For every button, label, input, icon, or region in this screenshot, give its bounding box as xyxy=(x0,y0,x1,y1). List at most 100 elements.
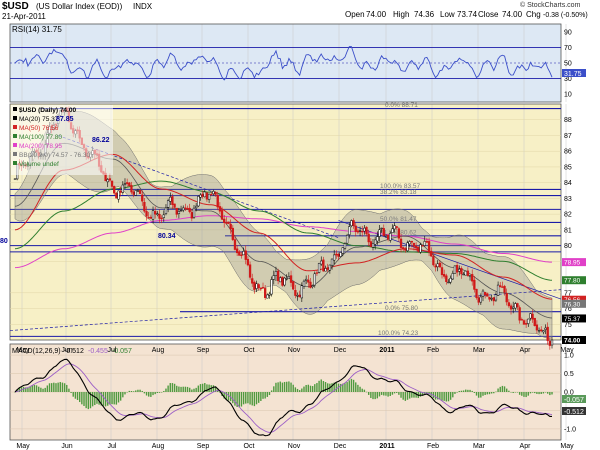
macd-hist-bar xyxy=(160,392,163,393)
candle-body xyxy=(453,265,457,274)
macd-hist-bar xyxy=(249,392,251,405)
fib-level-label: 0.0% 88.71 xyxy=(385,102,418,109)
macd-hist-bar xyxy=(339,383,342,392)
month-label: Dec xyxy=(334,443,347,450)
macd-hist-bar xyxy=(536,392,538,394)
macd-hist-bar xyxy=(264,392,266,399)
price-tick: 77 xyxy=(564,290,572,297)
rsi-tick: 90 xyxy=(564,29,572,36)
candle-body xyxy=(156,213,159,215)
candle-body xyxy=(212,191,215,195)
macd-hist-bar xyxy=(257,392,260,403)
candle-body xyxy=(227,221,230,224)
candle-body xyxy=(529,313,532,319)
price-tag: 74.00 xyxy=(564,338,581,345)
macd-hist-bar xyxy=(333,382,335,392)
macd-hist-bar xyxy=(320,379,322,392)
candle-body xyxy=(238,251,241,256)
macd-hist-bar xyxy=(454,392,456,394)
candle-body xyxy=(520,319,523,321)
candle-body xyxy=(242,251,245,256)
macd-hist-bar xyxy=(495,391,497,393)
macd-line-tag-bg xyxy=(562,407,586,415)
macd-hist-bar xyxy=(398,392,400,395)
candle-body xyxy=(272,275,275,280)
macd-hist-bar xyxy=(480,392,482,398)
candle-body xyxy=(110,180,114,187)
legend-entry: MA(200) 78.95 xyxy=(19,143,62,150)
macd-hist-bar xyxy=(512,392,514,394)
macd-hist-bar xyxy=(48,383,51,392)
candle-body xyxy=(182,207,185,211)
macd-hist-bar xyxy=(551,392,553,395)
legend-swatch xyxy=(13,161,17,165)
fib-level-label: 38.2% 83.18 xyxy=(380,189,417,196)
candle-body xyxy=(134,190,137,196)
macd-hist-bar xyxy=(126,392,128,393)
macd-hist-bar xyxy=(521,392,523,396)
macd-hist-bar xyxy=(292,384,294,392)
fib-level-label: 100.0% 74.23 xyxy=(378,330,419,337)
macd-hist-bar xyxy=(132,391,135,392)
legend-swatch xyxy=(13,143,17,147)
candle-body xyxy=(432,256,435,266)
annotation-high: 87.85 xyxy=(56,116,74,123)
legend-entry: MA(50) 76.56 xyxy=(19,125,59,132)
macd-hist-bar xyxy=(348,380,350,392)
month-label: Sep xyxy=(197,443,210,450)
macd-hist-bar xyxy=(324,382,327,392)
month-label: Dec xyxy=(334,347,347,354)
candle-body xyxy=(304,278,308,281)
macd-hist-bar xyxy=(191,389,193,392)
candle-body xyxy=(235,248,239,254)
macd-hist-bar xyxy=(143,392,146,394)
macd-hist-bar xyxy=(260,392,262,401)
header-low-label: Low xyxy=(440,10,455,19)
candle-body xyxy=(210,194,213,196)
candle-body xyxy=(509,305,513,310)
macd-hist-bar xyxy=(141,390,143,392)
candle-body xyxy=(436,263,439,268)
candle-body xyxy=(309,281,312,288)
macd-hist-bar xyxy=(477,392,480,398)
candle-body xyxy=(218,206,222,212)
candle-body xyxy=(479,296,482,303)
price-tag-bg xyxy=(562,314,586,323)
macd-hist-bar xyxy=(316,383,318,392)
macd-hist-bar xyxy=(497,388,499,392)
candle-body xyxy=(138,190,142,194)
candle-body xyxy=(369,241,372,248)
candle-body xyxy=(481,290,485,297)
macd-hist-bar xyxy=(434,392,437,400)
macd-hist-bar xyxy=(117,392,120,403)
macd-hist-bar xyxy=(439,392,441,400)
candle-body xyxy=(462,273,465,276)
macd-hist-bar xyxy=(531,392,534,393)
candle-body xyxy=(326,268,329,270)
candle-body xyxy=(460,268,463,275)
macd-hist-bar xyxy=(508,390,510,392)
macd-hist-bar xyxy=(441,392,443,401)
macd-hist-bar xyxy=(294,387,297,392)
candle-body xyxy=(13,178,17,180)
macd-hist-bar xyxy=(352,379,355,392)
macd-hist-bar xyxy=(74,392,77,399)
candle-body xyxy=(402,247,405,250)
candle-body xyxy=(341,247,344,254)
macd-hist-tag-bg xyxy=(562,395,586,403)
candle-body xyxy=(313,273,316,286)
candle-body xyxy=(195,205,198,209)
candle-body xyxy=(391,228,394,233)
macd-hist-bar xyxy=(503,386,506,392)
legend-entry: $USD (Daily) 74.00 xyxy=(19,107,76,114)
macd-value: -0.512 xyxy=(64,348,84,355)
candle-body xyxy=(296,295,299,297)
macd-hist-bar xyxy=(277,382,279,392)
macd-hist-bar xyxy=(46,385,49,392)
macd-hist-bar xyxy=(107,392,109,406)
candle-body xyxy=(522,320,526,325)
macd-hist-bar xyxy=(115,392,118,405)
month-axis-middle: May Jun Jul Aug Sep Oct Nov Dec 2011 Feb Mar Apr May xyxy=(16,347,574,354)
macd-hist-bar xyxy=(180,386,182,392)
macd-hist-bar xyxy=(87,392,90,410)
